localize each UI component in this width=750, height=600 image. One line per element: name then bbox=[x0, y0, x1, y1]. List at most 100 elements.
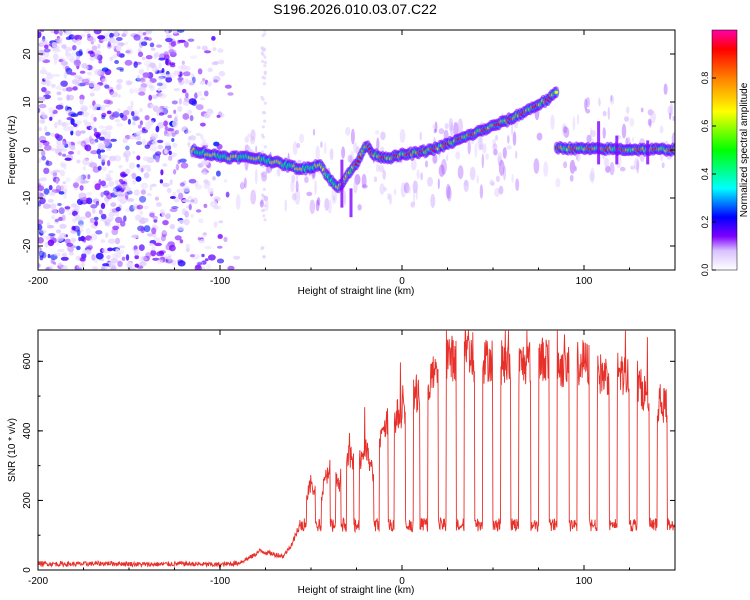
noise-blob bbox=[135, 176, 142, 182]
noise-blob bbox=[201, 266, 206, 270]
noise-blob bbox=[106, 110, 112, 115]
noise-blob bbox=[49, 116, 53, 121]
noise-blob bbox=[124, 168, 131, 175]
noise-blob bbox=[94, 69, 102, 76]
noise-blob bbox=[194, 184, 203, 190]
noise-blob bbox=[123, 215, 127, 222]
noise-blob bbox=[208, 254, 216, 261]
noise-blob bbox=[82, 158, 90, 166]
noise-blob bbox=[223, 236, 228, 242]
noise-blob bbox=[75, 130, 82, 137]
noise-blob bbox=[198, 218, 204, 224]
spectral-haze bbox=[250, 129, 256, 141]
noise-blob bbox=[134, 255, 139, 260]
spectral-haze bbox=[291, 193, 297, 201]
noise-blob bbox=[125, 155, 129, 163]
noise-blob bbox=[93, 83, 101, 91]
noise-blob bbox=[196, 45, 201, 50]
spectral-haze bbox=[502, 165, 507, 181]
noise-blob bbox=[201, 45, 208, 51]
noise-blob bbox=[66, 94, 70, 101]
noise-blob bbox=[169, 196, 176, 199]
spectral-haze bbox=[448, 118, 454, 132]
noise-blob bbox=[181, 88, 187, 94]
noise-blob bbox=[56, 240, 60, 247]
noise-blob bbox=[80, 257, 86, 262]
noise-blob bbox=[263, 119, 267, 123]
spectral-haze bbox=[304, 176, 309, 184]
noise-blob bbox=[74, 265, 80, 270]
noise-blob bbox=[109, 56, 114, 62]
noise-blob bbox=[62, 64, 67, 69]
noise-blob bbox=[136, 204, 144, 210]
spectral-haze bbox=[640, 107, 644, 113]
noise-blob bbox=[169, 208, 178, 213]
spectral-haze bbox=[555, 177, 561, 188]
noise-blob bbox=[204, 245, 212, 250]
noise-blob bbox=[109, 263, 117, 270]
noise-blob bbox=[88, 81, 96, 88]
noise-blob bbox=[185, 92, 189, 99]
noise-blob bbox=[263, 145, 267, 149]
spectral-haze bbox=[315, 145, 320, 162]
noise-blob bbox=[64, 157, 72, 161]
spectral-haze bbox=[506, 145, 512, 150]
spectral-streak bbox=[646, 140, 650, 165]
noise-blob bbox=[70, 129, 74, 136]
spectral-haze bbox=[333, 195, 336, 201]
noise-blob bbox=[91, 38, 96, 43]
noise-blob bbox=[43, 167, 50, 174]
spectral-haze bbox=[295, 180, 299, 193]
noise-blob bbox=[72, 45, 77, 51]
noise-blob bbox=[58, 207, 65, 215]
noise-blob bbox=[99, 209, 103, 215]
noise-blob bbox=[42, 114, 48, 119]
noise-blob bbox=[89, 56, 96, 61]
noise-blob bbox=[174, 113, 178, 121]
spectral-haze bbox=[297, 159, 302, 164]
noise-blob bbox=[165, 30, 169, 35]
noise-blob bbox=[148, 243, 154, 246]
noise-blob bbox=[53, 53, 59, 61]
noise-blob bbox=[159, 209, 166, 215]
noise-blob bbox=[53, 58, 58, 65]
spectral-haze bbox=[636, 160, 640, 174]
spectral-haze bbox=[634, 157, 640, 171]
spectral-haze bbox=[609, 95, 615, 105]
noise-blob bbox=[114, 60, 119, 64]
noise-blob bbox=[107, 160, 111, 167]
spectral-haze bbox=[629, 117, 635, 127]
noise-blob bbox=[177, 260, 186, 267]
noise-blob bbox=[50, 30, 55, 33]
noise-blob bbox=[62, 181, 66, 185]
noise-blob bbox=[60, 60, 68, 66]
spectral-haze bbox=[350, 128, 355, 145]
spectral-haze bbox=[586, 134, 592, 144]
noise-blob bbox=[92, 106, 97, 111]
spectral-haze bbox=[576, 113, 580, 125]
y-tick-label: 20 bbox=[22, 48, 33, 60]
noise-blob bbox=[115, 44, 122, 52]
noise-blob bbox=[185, 130, 192, 134]
noise-blob bbox=[40, 39, 48, 45]
noise-blob bbox=[90, 233, 98, 241]
spectral-haze bbox=[259, 200, 264, 208]
spectral-haze bbox=[569, 174, 574, 182]
spectral-haze bbox=[563, 125, 568, 134]
spectral-haze bbox=[457, 118, 463, 134]
spectral-haze bbox=[380, 146, 385, 152]
noise-blob bbox=[38, 201, 42, 207]
noise-blob bbox=[225, 191, 230, 198]
noise-blob bbox=[130, 100, 134, 108]
noise-blob bbox=[137, 124, 142, 129]
noise-blob bbox=[188, 203, 192, 211]
noise-blob bbox=[118, 245, 126, 249]
noise-blob bbox=[181, 199, 190, 203]
noise-blob bbox=[212, 47, 217, 51]
spectral-haze bbox=[494, 187, 500, 197]
noise-blob bbox=[56, 236, 64, 242]
noise-blob bbox=[106, 192, 113, 200]
noise-blob bbox=[61, 252, 66, 257]
noise-blob bbox=[146, 64, 150, 71]
noise-blob bbox=[62, 121, 68, 128]
